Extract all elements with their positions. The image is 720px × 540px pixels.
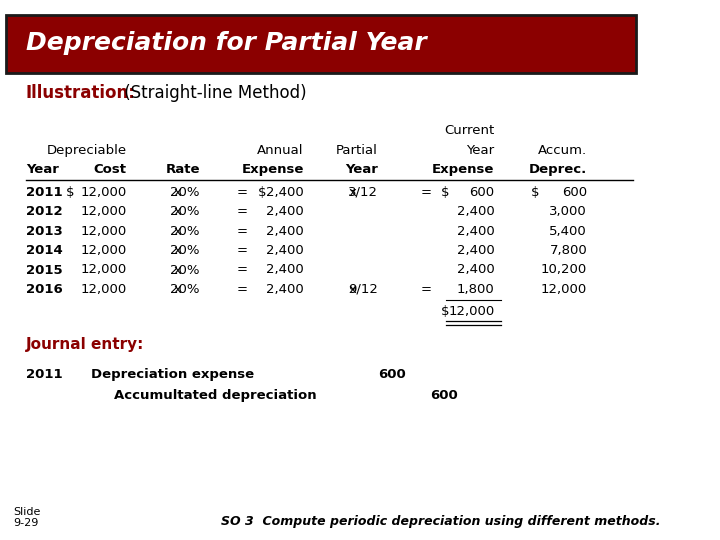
- Text: Journal entry:: Journal entry:: [26, 337, 144, 352]
- Text: Depreciation expense: Depreciation expense: [91, 368, 254, 381]
- Text: x: x: [174, 186, 181, 199]
- Text: 2,400: 2,400: [266, 225, 304, 238]
- Text: 5,400: 5,400: [549, 225, 587, 238]
- Text: 2,400: 2,400: [456, 244, 495, 257]
- Text: =: =: [237, 264, 248, 276]
- Text: 3/12: 3/12: [348, 186, 377, 199]
- Text: x: x: [174, 264, 181, 276]
- Text: $: $: [441, 186, 449, 199]
- Text: 600: 600: [430, 389, 457, 402]
- Text: 2013: 2013: [26, 225, 63, 238]
- Text: Year: Year: [345, 163, 377, 176]
- Text: (Straight-line Method): (Straight-line Method): [119, 84, 306, 102]
- Text: 12,000: 12,000: [448, 305, 495, 318]
- Text: Rate: Rate: [166, 163, 200, 176]
- Text: Year: Year: [467, 144, 495, 157]
- Text: 2016: 2016: [26, 283, 63, 296]
- Text: $: $: [531, 186, 540, 199]
- Text: =: =: [420, 283, 431, 296]
- Text: =: =: [237, 205, 248, 218]
- Text: 2015: 2015: [26, 264, 63, 276]
- Text: 2,400: 2,400: [266, 244, 304, 257]
- Text: x: x: [174, 244, 181, 257]
- Text: Deprec.: Deprec.: [529, 163, 587, 176]
- Text: SO 3  Compute periodic depreciation using different methods.: SO 3 Compute periodic depreciation using…: [220, 515, 660, 528]
- Text: 20%: 20%: [171, 283, 200, 296]
- Text: Cost: Cost: [94, 163, 127, 176]
- Text: 12,000: 12,000: [80, 186, 127, 199]
- Text: 2014: 2014: [26, 244, 63, 257]
- Text: 600: 600: [469, 186, 495, 199]
- Text: 1,800: 1,800: [456, 283, 495, 296]
- Text: Depreciable: Depreciable: [46, 144, 127, 157]
- Text: 12,000: 12,000: [80, 283, 127, 296]
- Text: Accum.: Accum.: [538, 144, 587, 157]
- Text: 12,000: 12,000: [80, 205, 127, 218]
- Text: 2011: 2011: [26, 368, 63, 381]
- Text: x: x: [174, 283, 181, 296]
- Text: =: =: [237, 186, 248, 199]
- Text: 9/12: 9/12: [348, 283, 377, 296]
- Text: x: x: [174, 205, 181, 218]
- Text: 20%: 20%: [171, 205, 200, 218]
- Text: 600: 600: [378, 368, 405, 381]
- Text: 2011: 2011: [26, 186, 63, 199]
- Text: 20%: 20%: [171, 186, 200, 199]
- Text: 12,000: 12,000: [80, 225, 127, 238]
- Text: 20%: 20%: [171, 264, 200, 276]
- Text: $: $: [441, 305, 449, 318]
- Text: Depreciation for Partial Year: Depreciation for Partial Year: [26, 31, 427, 55]
- Text: 12,000: 12,000: [80, 244, 127, 257]
- Text: =: =: [237, 225, 248, 238]
- Text: 3,000: 3,000: [549, 205, 587, 218]
- Text: =: =: [237, 244, 248, 257]
- Text: 7,800: 7,800: [549, 244, 587, 257]
- Text: 2,400: 2,400: [456, 205, 495, 218]
- Text: 20%: 20%: [171, 244, 200, 257]
- Text: x: x: [174, 225, 181, 238]
- Text: x: x: [349, 186, 357, 199]
- Text: 600: 600: [562, 186, 587, 199]
- Text: Current: Current: [444, 124, 495, 137]
- Text: 2,400: 2,400: [266, 283, 304, 296]
- Text: Illustration:: Illustration:: [26, 84, 136, 102]
- FancyBboxPatch shape: [6, 15, 636, 73]
- Text: $: $: [258, 186, 266, 199]
- Text: Annual: Annual: [257, 144, 304, 157]
- Text: 2,400: 2,400: [266, 264, 304, 276]
- Text: 2,400: 2,400: [266, 205, 304, 218]
- Text: x: x: [349, 283, 357, 296]
- Text: Slide
9-29: Slide 9-29: [13, 507, 40, 528]
- Text: Accumultated depreciation: Accumultated depreciation: [114, 389, 316, 402]
- Text: 20%: 20%: [171, 225, 200, 238]
- Text: 2,400: 2,400: [266, 186, 304, 199]
- Text: =: =: [420, 186, 431, 199]
- Text: Year: Year: [26, 163, 59, 176]
- Text: 12,000: 12,000: [541, 283, 587, 296]
- Text: 2,400: 2,400: [456, 264, 495, 276]
- Text: Expense: Expense: [241, 163, 304, 176]
- Text: 2012: 2012: [26, 205, 63, 218]
- Text: 10,200: 10,200: [541, 264, 587, 276]
- Text: Partial: Partial: [336, 144, 377, 157]
- Text: Expense: Expense: [432, 163, 495, 176]
- Text: =: =: [237, 283, 248, 296]
- Text: 12,000: 12,000: [80, 264, 127, 276]
- Text: 2,400: 2,400: [456, 225, 495, 238]
- Text: $: $: [66, 186, 75, 199]
